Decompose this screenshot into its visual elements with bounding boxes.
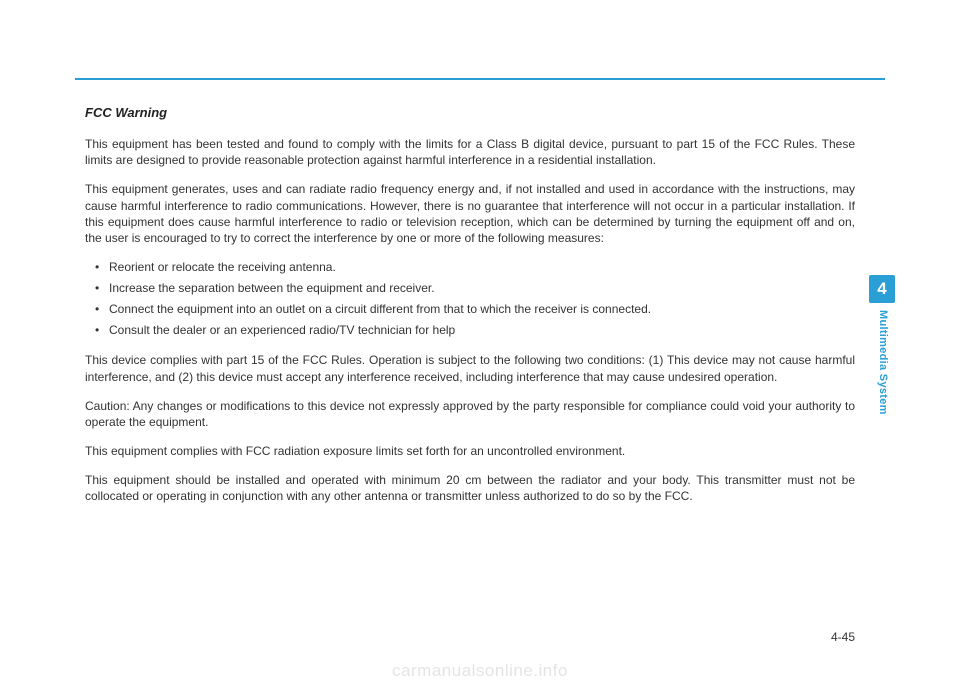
body-paragraph: This equipment has been tested and found… [85,136,855,168]
list-item: Increase the separation between the equi… [85,280,855,297]
list-item: Connect the equipment into an outlet on … [85,301,855,318]
list-item: Consult the dealer or an experienced rad… [85,322,855,339]
body-paragraph: This equipment generates, uses and can r… [85,181,855,246]
document-page: FCC Warning This equipment has been test… [0,0,960,689]
page-content: FCC Warning This equipment has been test… [85,105,855,518]
top-horizontal-rule [75,78,885,80]
page-number: 4-45 [831,630,855,644]
section-heading: FCC Warning [85,105,855,120]
list-item: Reorient or relocate the receiving anten… [85,259,855,276]
bullet-list: Reorient or relocate the receiving anten… [85,259,855,338]
body-paragraph: This equipment complies with FCC radiati… [85,443,855,459]
watermark-text: carmanualsonline.info [0,661,960,681]
chapter-tab: 4 [869,275,895,303]
chapter-label: Multimedia System [872,310,894,440]
body-paragraph: Caution: Any changes or modifications to… [85,398,855,430]
body-paragraph: This equipment should be installed and o… [85,472,855,504]
body-paragraph: This device complies with part 15 of the… [85,352,855,384]
